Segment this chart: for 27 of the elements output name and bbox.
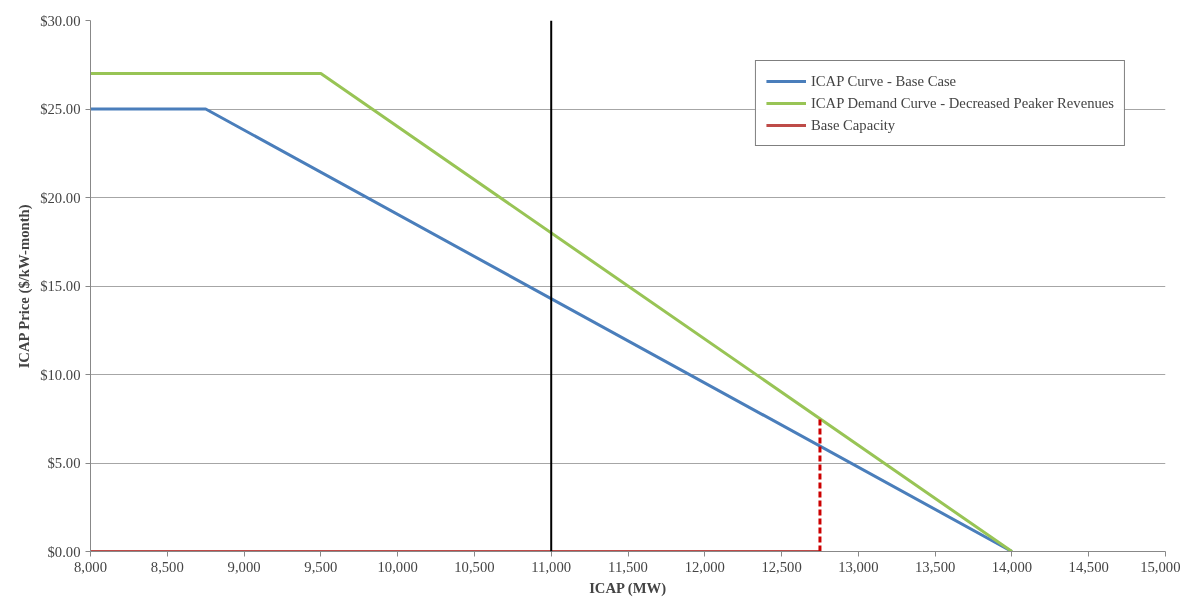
y-tick-label: $30.00 bbox=[40, 12, 81, 29]
x-tick-label: 12,000 bbox=[684, 558, 725, 575]
x-tick-label: 15,000 bbox=[1140, 558, 1181, 575]
y-tick-label: $20.00 bbox=[40, 189, 81, 206]
x-tick-label: 8,500 bbox=[150, 558, 184, 575]
x-tick-label: 13,500 bbox=[914, 558, 956, 575]
x-tick-label: 11,000 bbox=[531, 558, 572, 575]
x-axis-title: ICAP (MW) bbox=[589, 579, 667, 597]
y-tick-label: $0.00 bbox=[47, 543, 81, 560]
x-tick-label: 12,500 bbox=[761, 558, 802, 575]
legend-label: Base Capacity bbox=[810, 116, 896, 134]
x-tick-label: 13,000 bbox=[838, 558, 879, 575]
y-axis-title: ICAP Price ($/kW-month) bbox=[16, 204, 34, 369]
y-tick-label: $5.00 bbox=[47, 455, 81, 471]
x-tick-label: 10,000 bbox=[377, 558, 418, 575]
y-tick-label: $10.00 bbox=[40, 366, 81, 383]
x-tick-label: 14,500 bbox=[1068, 558, 1109, 575]
y-tick-label: $25.00 bbox=[40, 101, 81, 117]
x-tick-label: 14,000 bbox=[991, 558, 1033, 575]
legend-label: ICAP Demand Curve - Decreased Peaker Revenues bbox=[810, 94, 1114, 112]
y-tick-label: $15.00 bbox=[40, 278, 81, 294]
x-tick-label: 9,000 bbox=[227, 558, 261, 575]
x-tick-label: 10,500 bbox=[454, 558, 495, 575]
x-tick-label: 11,500 bbox=[608, 558, 648, 575]
x-tick-label: 9,500 bbox=[304, 558, 338, 575]
x-tick-label: 8,000 bbox=[74, 558, 107, 575]
legend-label: ICAP Curve - Base Case bbox=[810, 72, 957, 90]
